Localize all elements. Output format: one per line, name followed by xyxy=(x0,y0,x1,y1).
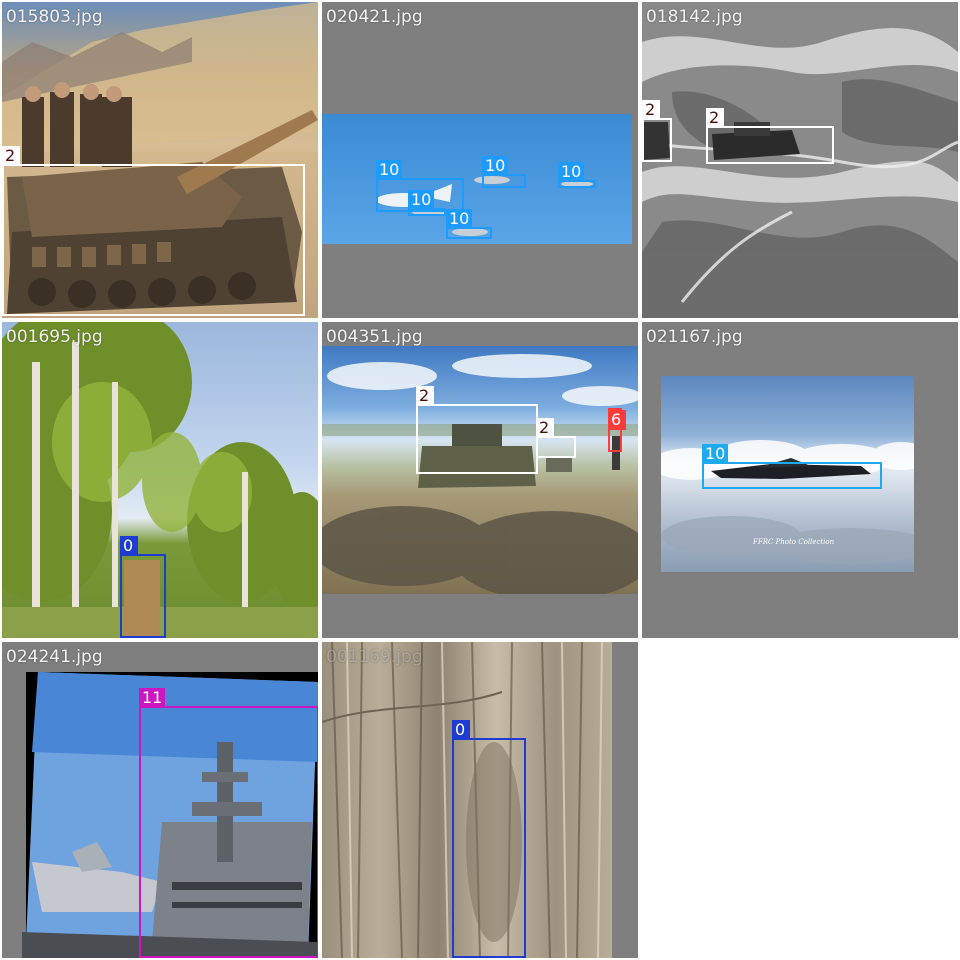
image-filename: 021167.jpg xyxy=(646,327,743,347)
detection-box: 10 xyxy=(446,209,492,239)
image-filename: 001695.jpg xyxy=(6,327,103,347)
image-filename: 020421.jpg xyxy=(326,7,423,27)
detection-label: 6 xyxy=(608,410,626,430)
mosaic-tile: 10 10 10 10 10 020421.jpg xyxy=(322,2,638,318)
detection-box: 2 xyxy=(536,418,576,458)
detection-box: 2 xyxy=(642,100,672,162)
detection-box: 11 xyxy=(139,688,318,958)
detection-label: 11 xyxy=(139,688,166,708)
forest-photo xyxy=(2,322,318,638)
detection-box: 10 xyxy=(558,162,596,188)
detection-label: 0 xyxy=(120,536,138,556)
detection-label: 10 xyxy=(446,209,473,229)
detection-label: 2 xyxy=(536,418,554,438)
detection-label: 2 xyxy=(416,386,434,406)
image-filename: 004351.jpg xyxy=(326,327,423,347)
detection-box: 10 xyxy=(408,190,446,216)
mosaic-tile: 0 001695.jpg xyxy=(2,322,318,638)
mosaic-tile: FFRC Photo Collection 10 021167.jpg xyxy=(642,322,958,638)
detection-box: 2 xyxy=(2,146,305,316)
detection-label: 2 xyxy=(2,146,20,166)
mosaic-tile: 11 024241.jpg xyxy=(2,642,318,958)
detection-box: 0 xyxy=(452,720,526,958)
detection-label: 10 xyxy=(482,156,509,176)
tank-photo xyxy=(2,2,318,318)
mosaic-tile: 2 2 018142.jpg xyxy=(642,2,958,318)
image-filename: 018142.jpg xyxy=(646,7,743,27)
aircraft-formation-photo xyxy=(322,114,632,244)
detection-box: 6 xyxy=(608,408,626,452)
detection-box: 10 xyxy=(482,156,526,188)
detection-box: 10 xyxy=(376,160,464,212)
reeds-photo xyxy=(322,642,612,958)
detection-box: 0 xyxy=(120,536,166,638)
image-filename: 015803.jpg xyxy=(6,7,103,27)
mosaic-tile: 2 2 6 004351.jpg xyxy=(322,322,638,638)
aerial-grayscale-photo xyxy=(642,2,958,318)
detection-label: 10 xyxy=(702,444,729,464)
detection-label: 0 xyxy=(452,720,470,740)
photo-watermark: FFRC Photo Collection xyxy=(753,538,835,546)
detection-label: 2 xyxy=(706,108,724,128)
mosaic-tile: 2 015803.jpg xyxy=(2,2,318,318)
detection-label: 10 xyxy=(376,160,403,180)
image-filename: 024241.jpg xyxy=(6,647,103,667)
tanks-field-photo xyxy=(322,346,638,594)
detection-label: 10 xyxy=(558,162,585,182)
detection-box: 2 xyxy=(416,386,538,474)
detection-box: 10 xyxy=(702,444,882,489)
mosaic-tile: 0 001169.jpg xyxy=(322,642,638,958)
image-filename: 001169.jpg xyxy=(326,647,423,667)
detection-label: 10 xyxy=(408,190,435,210)
detection-label: 2 xyxy=(642,100,660,120)
detection-box: 2 xyxy=(706,108,834,164)
